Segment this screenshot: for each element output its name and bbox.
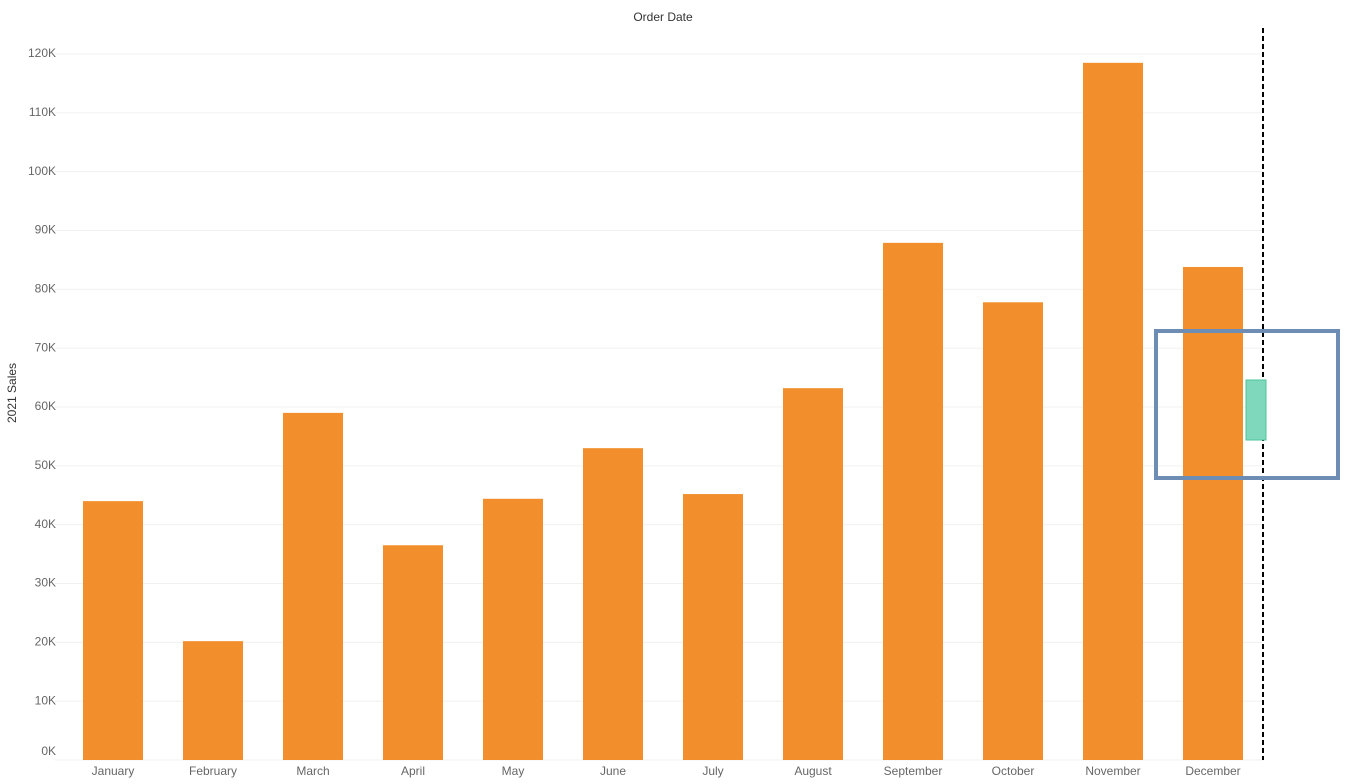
bar — [283, 412, 343, 760]
y-tick-label: 110K — [29, 105, 56, 119]
x-tick-label: March — [296, 764, 329, 778]
bar — [383, 545, 443, 760]
bar — [783, 388, 843, 760]
y-tick-label: 70K — [35, 340, 56, 354]
bar — [883, 242, 943, 761]
x-tick-label: July — [702, 764, 723, 778]
bar — [1183, 266, 1243, 760]
y-tick-label: 60K — [35, 399, 56, 413]
bar — [483, 498, 543, 760]
chart-title: Order Date — [633, 10, 693, 24]
plot-area: 0K 10K 20K 30K 40K 50K 60K 70K 80K 90K 100K 110K 120… — [28, 46, 1263, 778]
y-tick-label: 30K — [35, 576, 56, 590]
y-tick-label: 0K — [41, 744, 56, 758]
y-tick-label: 120K — [28, 46, 56, 60]
x-tick-label: August — [794, 764, 832, 778]
x-tick-label: October — [992, 764, 1035, 778]
y-tick-label: 50K — [35, 458, 56, 472]
bar — [83, 501, 143, 760]
x-tick-label: April — [401, 764, 425, 778]
bar — [1083, 62, 1143, 760]
x-tick-label: May — [502, 764, 525, 778]
y-tick-label: 80K — [35, 282, 56, 296]
y-tick-label: 40K — [35, 517, 56, 531]
bar — [583, 448, 643, 760]
x-tick-label: January — [92, 764, 135, 778]
x-tick-label: February — [189, 764, 237, 778]
x-tick-label: June — [600, 764, 626, 778]
y-tick-label: 10K — [35, 693, 56, 707]
x-tick-label: December — [1185, 764, 1240, 778]
drag-item[interactable] — [1245, 379, 1267, 441]
y-tick-label: 90K — [35, 223, 56, 237]
highlight-box — [1154, 329, 1340, 480]
bar — [183, 641, 243, 760]
bar — [683, 494, 743, 760]
x-tick-label: September — [884, 764, 943, 778]
y-axis-title: 2021 Sales — [5, 363, 19, 423]
y-tick-label: 20K — [35, 635, 56, 649]
x-tick-label: November — [1085, 764, 1140, 778]
bar — [983, 302, 1043, 760]
y-tick-label: 100K — [28, 164, 56, 178]
